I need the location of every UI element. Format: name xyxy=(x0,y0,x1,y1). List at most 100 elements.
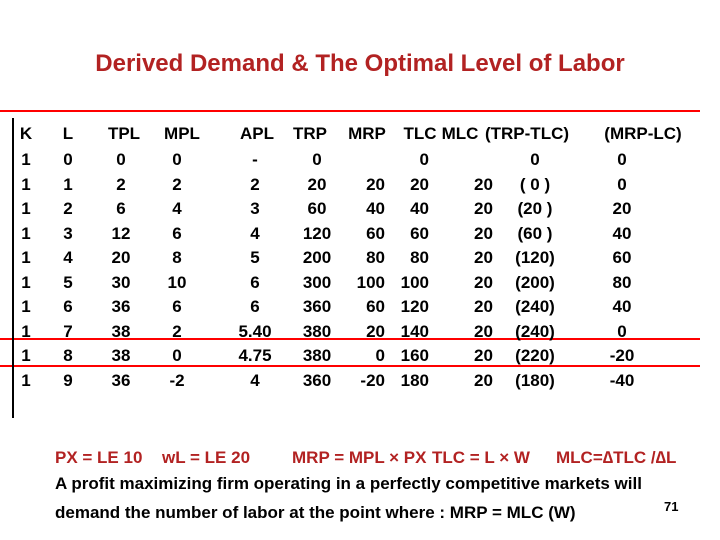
cell-tlc: 100 xyxy=(400,272,429,292)
cell-trp: 120 xyxy=(302,223,332,243)
cell-mlc: 20 xyxy=(474,297,493,316)
cell-mlc: 20 xyxy=(474,321,493,341)
cell-tpl: 38 xyxy=(111,321,131,341)
cell-apl: 2 xyxy=(250,174,260,194)
cell-tpl: 20 xyxy=(111,248,131,267)
cell-mrp-lc: 40 xyxy=(612,297,632,316)
cell-l: 0 xyxy=(63,150,73,169)
cell-mrp: 80 xyxy=(366,248,385,267)
wage-formula: wL = LE 20 xyxy=(162,448,251,467)
conclusion-line-2: demand the number of labor at the point … xyxy=(55,503,576,522)
cell-tpl: 0 xyxy=(116,150,126,169)
cell-mpl: 0 xyxy=(172,346,182,365)
cell-trp-tlc: (240) xyxy=(515,321,555,341)
cell-mrp-lc: 80 xyxy=(612,272,632,292)
cell-trp: 360 xyxy=(302,297,332,316)
cell-trp-tlc: (60 ) xyxy=(517,223,553,243)
cell-apl: 5 xyxy=(250,248,260,267)
cell-mrp-lc: -20 xyxy=(609,346,635,365)
cell-mpl: 4 xyxy=(172,199,182,218)
cell-k: 1 xyxy=(21,297,31,316)
cell-k: 1 xyxy=(21,272,31,292)
mlc-formula: MLC=∆TLC /∆L xyxy=(556,448,677,467)
cell-apl: 5.40 xyxy=(238,321,272,341)
cell-k: 1 xyxy=(21,248,31,267)
cell-mlc: 20 xyxy=(474,346,493,365)
cell-trp-tlc: ( 0 ) xyxy=(519,174,551,194)
cell-l: 8 xyxy=(63,346,73,365)
cell-mrp-lc: 0 xyxy=(617,321,627,341)
cell-tpl: 2 xyxy=(116,174,126,194)
cell-mpl: 10 xyxy=(167,272,187,292)
cell-trp-tlc: (20 ) xyxy=(517,199,553,218)
cell-l: 5 xyxy=(63,272,73,292)
cell-l: 4 xyxy=(63,248,73,267)
conclusion-line-1: A profit maximizing firm operating in a … xyxy=(55,474,642,493)
cell-tpl: 6 xyxy=(116,199,126,218)
cell-apl: 3 xyxy=(250,199,260,218)
cell-trp: 60 xyxy=(307,199,327,218)
tlc-formula: TLC = L × W xyxy=(432,448,530,467)
cell-mlc: 20 xyxy=(474,174,493,194)
cell-mrp-lc: -40 xyxy=(609,370,635,390)
cell-l: 7 xyxy=(63,321,73,341)
cell-trp-tlc: (200) xyxy=(515,272,555,292)
cell-apl: 6 xyxy=(250,297,260,316)
cell-mrp-lc: 0 xyxy=(617,150,627,169)
cell-tpl: 36 xyxy=(111,370,131,390)
cell-trp: 20 xyxy=(307,174,327,194)
table-left-rule xyxy=(12,118,14,418)
cell-trp: 0 xyxy=(312,150,322,169)
cell-apl: 4 xyxy=(250,223,260,243)
cell-k: 1 xyxy=(21,321,31,341)
cell-mrp: 20 xyxy=(366,321,385,341)
cell-k: 1 xyxy=(21,370,31,390)
cell-tpl: 38 xyxy=(111,346,131,365)
cell-k: 1 xyxy=(21,199,31,218)
cell-mrp: 60 xyxy=(366,297,385,316)
cell-l: 1 xyxy=(63,174,73,194)
optimal-row-rule-bottom xyxy=(0,365,700,367)
header-tpl: TPL xyxy=(107,124,141,143)
cell-mrp-lc: 40 xyxy=(612,223,632,243)
cell-trp-tlc: (220) xyxy=(515,346,555,365)
header-mpl: MPL xyxy=(164,124,200,143)
cell-tlc: 80 xyxy=(410,248,429,267)
header-mrp: MRP xyxy=(348,124,386,143)
cell-mlc: 20 xyxy=(474,199,493,218)
header-trp-tlc: (TRP-TLC) xyxy=(484,124,570,143)
slide-number: 71 xyxy=(664,499,679,514)
cell-tlc: 60 xyxy=(410,223,429,243)
mrp-formula: MRP = MPL × PX xyxy=(292,448,427,467)
header-tlc: TLC xyxy=(403,124,437,143)
cell-trp-tlc: (120) xyxy=(515,248,555,267)
cell-tlc: 0 xyxy=(419,150,429,169)
cell-k: 1 xyxy=(21,174,31,194)
cell-mrp-lc: 0 xyxy=(617,174,627,194)
cell-mrp: 60 xyxy=(366,223,385,243)
cell-mrp: 40 xyxy=(366,199,385,218)
cell-trp: 300 xyxy=(302,272,332,292)
cell-tlc: 160 xyxy=(400,346,429,365)
header-l: L xyxy=(62,124,74,143)
cell-apl: 4 xyxy=(250,370,260,390)
cell-mpl: 0 xyxy=(172,150,182,169)
table-top-rule xyxy=(0,110,700,112)
cell-mlc: 20 xyxy=(474,223,493,243)
cell-tpl: 12 xyxy=(111,223,131,243)
cell-k: 1 xyxy=(21,150,31,169)
cell-mrp: 100 xyxy=(356,272,385,292)
header-apl: APL xyxy=(240,124,274,143)
cell-k: 1 xyxy=(21,346,31,365)
cell-mrp-lc: 60 xyxy=(612,248,632,267)
cell-tlc: 120 xyxy=(400,297,429,316)
price-formula: PX = LE 10 xyxy=(55,448,143,467)
cell-apl: 4.75 xyxy=(238,346,272,365)
cell-trp: 380 xyxy=(302,346,332,365)
cell-mlc: 20 xyxy=(474,248,493,267)
cell-mrp: -20 xyxy=(360,370,385,390)
cell-mrp-lc: 20 xyxy=(612,199,632,218)
cell-trp: 380 xyxy=(302,321,332,341)
cell-l: 9 xyxy=(63,370,73,390)
cell-tpl: 30 xyxy=(111,272,131,292)
